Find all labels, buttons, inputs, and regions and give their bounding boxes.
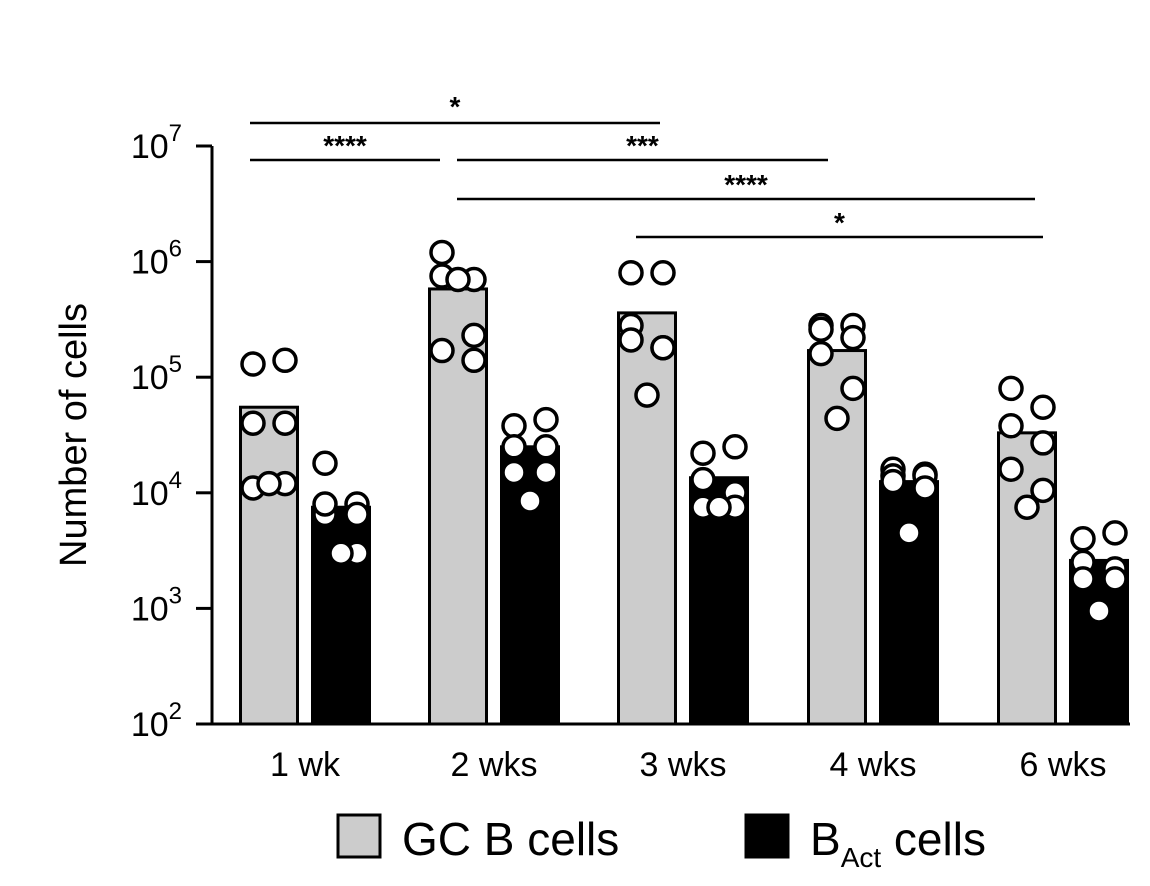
data-point xyxy=(824,405,850,432)
data-point xyxy=(344,501,370,528)
significance-label: **** xyxy=(323,130,367,161)
legend-label-bact-suffix: cells xyxy=(881,813,986,865)
significance-label: * xyxy=(834,207,845,238)
legend-swatch-gc-b-cells xyxy=(336,813,382,859)
y-tick-label: 105 xyxy=(131,351,182,397)
data-point xyxy=(998,456,1024,482)
legend-label-bact-cells: BAct cells xyxy=(810,813,986,873)
data-point xyxy=(650,334,676,361)
data-point xyxy=(1102,566,1128,592)
data-point xyxy=(618,327,644,353)
data-point xyxy=(1030,394,1056,420)
data-point xyxy=(808,340,834,367)
data-point xyxy=(650,260,676,286)
data-point xyxy=(880,468,906,495)
significance-label: * xyxy=(450,91,461,122)
y-tick-label-exponent: 3 xyxy=(169,582,182,609)
x-tick-label: 4 wks xyxy=(830,746,917,784)
data-point xyxy=(312,450,338,477)
data-point xyxy=(517,488,543,514)
data-point xyxy=(690,440,716,466)
data-point xyxy=(998,375,1024,402)
data-point xyxy=(1102,520,1128,546)
data-point xyxy=(272,347,298,374)
y-tick-label-exponent: 7 xyxy=(169,120,182,147)
data-point xyxy=(690,466,716,493)
data-point xyxy=(1030,430,1056,456)
y-tick-label: 103 xyxy=(131,582,182,628)
y-tick-label-base: 10 xyxy=(131,475,169,513)
data-point xyxy=(429,239,455,266)
y-tick-label: 107 xyxy=(131,120,182,166)
legend-label-bact-main: B xyxy=(810,813,841,865)
data-point xyxy=(312,491,338,517)
data-point xyxy=(1070,526,1096,552)
y-tick-label-base: 10 xyxy=(131,706,169,744)
legend-label-gc-b-cells: GC B cells xyxy=(402,813,619,865)
data-point xyxy=(1030,477,1056,504)
data-point xyxy=(896,520,922,546)
data-point xyxy=(328,540,354,566)
data-point xyxy=(808,316,834,342)
data-point xyxy=(240,351,266,377)
bar-bact-cells xyxy=(500,445,560,726)
y-tick-label: 106 xyxy=(131,236,182,282)
data-point xyxy=(533,434,559,460)
y-tick-label-exponent: 2 xyxy=(169,698,182,725)
data-point xyxy=(1070,566,1096,592)
data-point xyxy=(256,470,282,497)
bar-gc-b-cells xyxy=(617,311,677,726)
x-tick-label: 1 wk xyxy=(270,746,341,784)
y-tick-label-base: 10 xyxy=(131,359,169,397)
data-point xyxy=(618,260,644,286)
data-point xyxy=(272,410,298,436)
y-tick-label-base: 10 xyxy=(131,128,169,166)
legend-swatch-bact-cells xyxy=(744,813,790,859)
x-tick-label: 2 wks xyxy=(451,746,538,784)
data-point xyxy=(840,324,866,351)
data-point xyxy=(461,322,487,349)
data-point xyxy=(501,413,527,439)
y-axis-label: Number of cells xyxy=(53,303,95,567)
data-point xyxy=(533,459,559,486)
y-tick-label-exponent: 5 xyxy=(169,351,182,378)
y-tick-label-exponent: 6 xyxy=(169,236,182,263)
significance-label: **** xyxy=(724,169,768,200)
data-point xyxy=(533,406,559,433)
data-point xyxy=(461,347,487,374)
data-point xyxy=(501,459,527,486)
data-point xyxy=(501,434,527,460)
significance-label: *** xyxy=(626,130,659,161)
y-tick-label-exponent: 4 xyxy=(169,467,182,494)
data-point xyxy=(1086,598,1112,624)
data-point xyxy=(429,337,455,364)
data-point xyxy=(240,410,266,436)
y-tick-label-base: 10 xyxy=(131,244,169,282)
data-point xyxy=(706,494,732,520)
legend-label-bact-sub: Act xyxy=(841,842,882,873)
bar-gc-b-cells xyxy=(239,405,299,726)
data-point xyxy=(840,375,866,402)
data-point xyxy=(722,434,748,460)
x-tick-label: 3 wks xyxy=(640,746,727,784)
y-tick-label: 102 xyxy=(131,698,182,744)
x-tick-label: 6 wks xyxy=(1020,746,1107,784)
bar-bact-cells xyxy=(879,480,939,726)
y-tick-label-base: 10 xyxy=(131,590,169,628)
data-point xyxy=(445,266,471,293)
data-point xyxy=(998,413,1024,439)
y-tick-label: 104 xyxy=(131,467,182,513)
data-point xyxy=(634,382,660,408)
bar-bact-cells xyxy=(311,505,371,726)
data-point xyxy=(912,475,938,501)
data-point xyxy=(1014,494,1040,520)
